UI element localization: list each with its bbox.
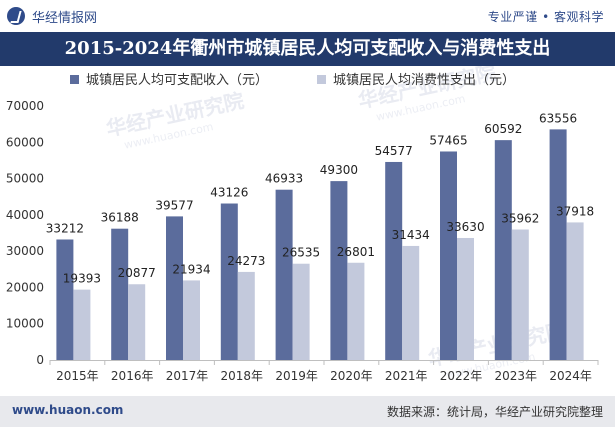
data-label-income: 46933 (265, 172, 303, 186)
x-tick-label: 2017年 (166, 369, 209, 383)
slogan: 专业严谨 • 客观科学 (487, 10, 604, 24)
brand-name: 华经情报网 (32, 11, 98, 26)
bar-income (275, 189, 293, 360)
data-label-expense: 37918 (556, 204, 594, 218)
bar-expense (511, 229, 529, 360)
data-label-expense: 26535 (282, 246, 320, 260)
bar-income (56, 239, 74, 360)
data-label-income: 60592 (484, 122, 522, 136)
bar-income (330, 181, 348, 360)
y-tick-label: 60000 (6, 135, 44, 149)
y-tick-label: 40000 (6, 208, 44, 222)
x-tick-label: 2021年 (385, 369, 428, 383)
data-label-income: 33212 (46, 221, 84, 235)
legend-label: 城镇居民人均可支配收入（元） (86, 73, 268, 88)
x-tick-label: 2022年 (440, 369, 483, 383)
data-label-expense: 24273 (227, 254, 265, 268)
data-label-income: 49300 (320, 163, 358, 177)
x-tick-label: 2018年 (221, 369, 264, 383)
bar-expense (457, 237, 474, 360)
data-label-expense: 33630 (446, 220, 484, 234)
x-axis: 2015年 2016年 2017年 2018年 2019年 2020年 2021年 2022年… (49, 360, 599, 383)
y-tick-label: 10000 (6, 317, 44, 331)
y-tick-label: 30000 (6, 244, 44, 258)
bar-expense (128, 284, 146, 360)
y-tick-label: 0 (36, 353, 44, 367)
bar-income (166, 216, 183, 360)
bar-income (549, 129, 567, 360)
bar-income (385, 161, 403, 360)
bar-income (494, 140, 512, 360)
data-label-income: 39577 (155, 198, 193, 212)
top-bar: 华经情报网 专业严谨 • 客观科学 (0, 0, 615, 32)
x-tick-label: 2023年 (495, 369, 538, 383)
data-label-expense: 20877 (118, 266, 156, 280)
legend-swatch (70, 75, 79, 84)
y-axis: 0 10000 20000 30000 40000 50000 60000 70000 (6, 99, 44, 367)
y-tick-label: 70000 (6, 99, 44, 113)
legend-label: 城镇居民人均消费性支出（元） (333, 73, 515, 88)
data-label-expense: 21934 (172, 262, 210, 276)
bar-expense (73, 289, 91, 360)
bar-expense (183, 280, 200, 360)
legend: 城镇居民人均可支配收入（元） 城镇居民人均消费性支出（元） (70, 73, 515, 88)
bar-expense (292, 263, 310, 360)
data-label-expense: 26801 (337, 245, 375, 259)
x-tick-label: 2015年 (56, 369, 99, 383)
bars: 33212 19393 36188 20877 39577 21934 43126 24273… (46, 111, 594, 360)
data-label-income: 54577 (375, 144, 413, 158)
bar-expense (237, 271, 255, 360)
y-tick-label: 20000 (6, 280, 44, 294)
legend-swatch (317, 75, 326, 84)
bar-chart: 华经产业研究院www.huaon.com华经产业研究院www.huaon.com… (6, 66, 599, 383)
title-bar: 2015-2024年衢州市城镇居民人均可支配收入与消费性支出 (0, 32, 615, 66)
bar-expense (402, 245, 420, 360)
bar-income (220, 203, 238, 360)
footer: www.huaon.com 数据来源：统计局，华经产业研究院整理 (0, 396, 615, 427)
bar-expense (347, 262, 365, 360)
huajing-logo-icon (7, 7, 25, 25)
data-label-income: 36188 (101, 211, 139, 225)
data-label-income: 63556 (539, 111, 577, 125)
bar-income (440, 151, 457, 360)
data-label-income: 57465 (429, 133, 467, 147)
footer-site[interactable]: www.huaon.com (12, 403, 124, 417)
data-label-expense: 31434 (392, 228, 430, 242)
x-tick-label: 2020年 (330, 369, 373, 383)
chart-title: 2015-2024年衢州市城镇居民人均可支配收入与消费性支出 (64, 38, 551, 59)
data-source: 数据来源：统计局，华经产业研究院整理 (386, 405, 603, 419)
x-tick-label: 2019年 (275, 369, 318, 383)
x-tick-label: 2016年 (111, 369, 154, 383)
data-label-expense: 19393 (63, 272, 101, 286)
bar-expense (566, 222, 584, 360)
x-tick-label: 2024年 (549, 369, 592, 383)
data-label-income: 43126 (210, 186, 248, 200)
data-label-expense: 35962 (501, 212, 539, 226)
bar-income (111, 228, 129, 360)
y-tick-label: 50000 (6, 172, 44, 186)
